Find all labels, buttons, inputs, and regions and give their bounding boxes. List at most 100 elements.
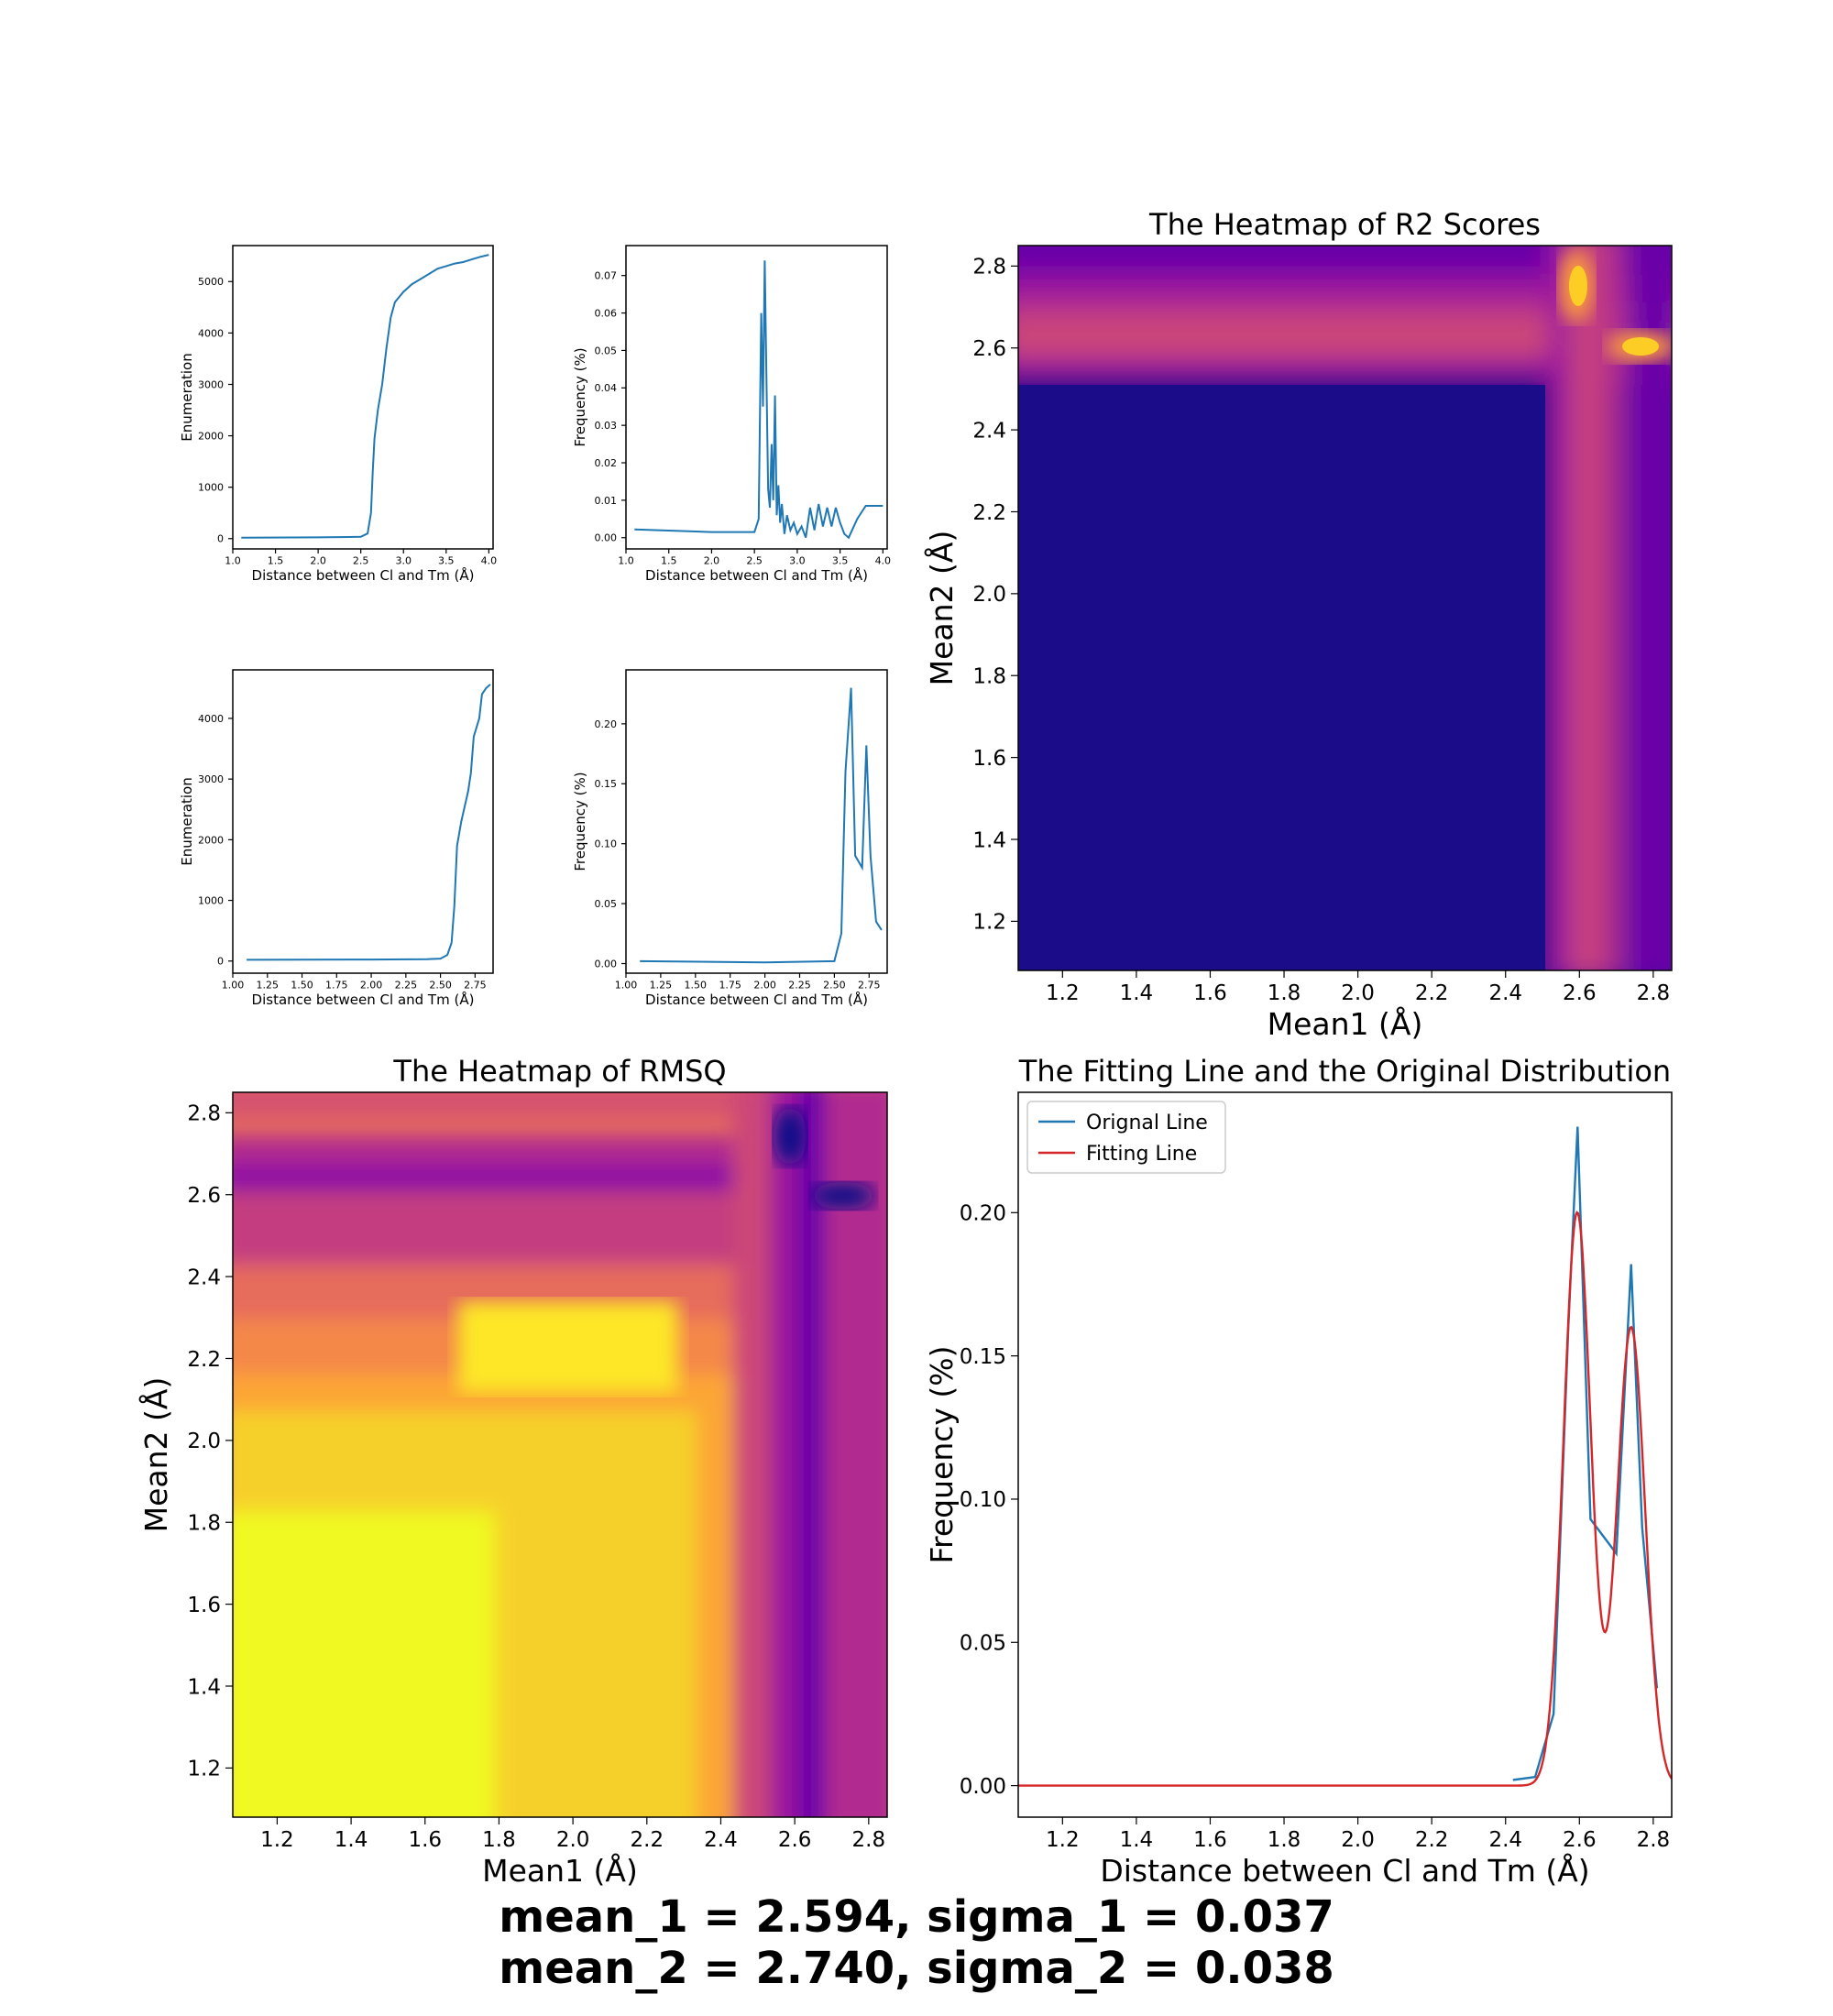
fit-legend-box [1026,1101,1226,1174]
cdf2-y-tick-label: 0 [217,956,224,968]
fit-y-tick-label: 0.00 [960,1775,1006,1799]
rmsq-y-tick-label: 1.6 [187,1594,221,1617]
rmsq-y-tick-label: 2.4 [187,1265,221,1289]
r2-x-tick-label: 1.6 [1193,981,1227,1005]
rmsq-x-tick-label: 2.0 [556,1828,590,1852]
r2-x-tick-label: 1.4 [1120,981,1154,1005]
fit-x-tick-label: 1.2 [1046,1828,1080,1852]
cdf2-x-tick-label: 2.25 [395,980,418,992]
r2-y-tick-label: 2.4 [972,419,1006,443]
rmsq-x-tick-label: 2.4 [704,1828,738,1852]
cdf1-x-tick-label: 1.5 [268,555,284,567]
rmsq-x-tick-label: 2.8 [852,1828,886,1852]
fit-chart-title: The Fitting Line and the Original Distri… [1018,1054,1671,1089]
r2-y-tick-label: 2.8 [972,256,1006,279]
fit-legend-label: Fitting Line [1086,1143,1197,1166]
cdf1-y-tick-label: 2000 [198,431,224,443]
pdf1-y-tick-label: 0.01 [595,495,618,507]
rmsq-y-tick-label: 2.2 [187,1348,221,1372]
r2-y-tick-label: 1.8 [972,665,1006,689]
r2-x-tick-label: 2.0 [1341,981,1375,1005]
pdf2-x-axis-label: Distance between Cl and Tm (Å) [645,991,868,1008]
cdf2-chart: 1.00 1.25 1.50 1.75 2.00 2.25 2.50 2.75 0 1000 200… [179,669,494,1008]
fit-x-axis-label: Distance between Cl and Tm (Å) [1100,1852,1589,1889]
r2-x-tick-label: 2.8 [1637,981,1671,1005]
cdf2-x-tick-label: 2.00 [360,980,383,992]
r2-y-tick-label: 2.0 [972,583,1006,607]
pdf1-chart: 1.0 1.5 2.0 2.5 3.0 3.5 4.0 0.00 0.01 0.02 0.03 0.0… [572,245,892,584]
pdf1-y-axis-label: Frequency (%) [572,347,588,446]
pdf2-x-tick-label: 2.50 [823,980,846,992]
rmsq-axes-frame [232,1091,888,1818]
fit-parameters-line-1: mean_1 = 2.594, sigma_1 = 0.037 [499,1891,1334,1943]
rmsq-x-tick-label: 1.6 [408,1828,442,1852]
r2-heatmap-image [1018,246,1672,970]
rmsq-x-tick-label: 2.2 [631,1828,664,1852]
r2-y-tick-label: 1.2 [972,911,1006,935]
pdf2-x-tick-label: 1.75 [719,980,741,992]
pdf1-axes-frame [625,245,888,550]
pdf1-y-tick-label: 0.04 [595,382,618,394]
cdf2-x-tick-label: 1.00 [222,980,245,992]
fit-x-tick-label: 2.2 [1415,1828,1449,1852]
fit-y-tick-label: 0.15 [960,1345,1006,1369]
r2-x-tick-label: 2.6 [1563,981,1597,1005]
fit-series-line-0 [1512,1126,1659,1781]
cdf1-y-axis-label: Enumeration [179,353,195,441]
cdf2-y-tick-label: 1000 [198,895,224,907]
fit-x-tick-label: 1.8 [1268,1828,1301,1852]
cdf1-y-tick-label: 0 [217,533,224,545]
fit-x-tick-label: 1.6 [1193,1828,1227,1852]
rmsq-x-tick-label: 2.6 [778,1828,812,1852]
pdf2-x-tick-label: 2.25 [788,980,811,992]
cdf1-y-tick-label: 4000 [198,327,224,339]
pdf2-x-tick-label: 2.00 [753,980,776,992]
pdf2-x-tick-label: 1.50 [685,980,708,992]
pdf2-x-tick-label: 1.00 [615,980,638,992]
fit-x-tick-label: 2.4 [1488,1828,1522,1852]
fit-x-tick-label: 2.0 [1341,1828,1375,1852]
rmsq-y-tick-label: 2.6 [187,1184,221,1208]
fit-axes-frame [1017,1091,1673,1818]
r2-x-tick-label: 2.4 [1488,981,1522,1005]
rmsq-x-tick-label: 1.2 [260,1828,294,1852]
rmsq-y-axis-label: Mean2 (Å) [137,1377,174,1533]
rmsq-heatmap-image [233,1092,887,1817]
pdf1-x-tick-label: 3.5 [832,555,849,567]
pdf2-y-axis-label: Frequency (%) [572,772,588,871]
rmsq-y-tick-label: 2.0 [187,1430,221,1453]
cdf2-x-axis-label: Distance between Cl and Tm (Å) [252,991,475,1008]
pdf2-series-line-0 [640,687,883,964]
cdf2-y-tick-label: 4000 [198,713,224,725]
r2-y-tick-label: 2.2 [972,501,1006,525]
cdf1-x-axis-label: Distance between Cl and Tm (Å) [252,566,475,584]
cdf2-x-tick-label: 2.50 [429,980,452,992]
cdf1-x-tick-label: 1.0 [225,555,241,567]
rmsq-chart-title: The Heatmap of RMSQ [392,1054,726,1089]
fit-x-tick-label: 1.4 [1120,1828,1154,1852]
pdf1-x-axis-label: Distance between Cl and Tm (Å) [645,566,868,584]
pdf2-y-tick-label: 0.15 [595,778,618,790]
fit-y-tick-label: 0.05 [960,1632,1006,1656]
pdf2-chart: 1.00 1.25 1.50 1.75 2.00 2.25 2.50 2.75 0.00 0.05… [572,669,888,1008]
pdf2-y-tick-label: 0.00 [595,958,618,970]
pdf1-x-tick-label: 1.0 [618,555,634,567]
pdf1-y-tick-label: 0.06 [595,308,618,320]
fit-x-tick-label: 2.6 [1563,1828,1597,1852]
r2-chart-title: The Heatmap of R2 Scores [1148,207,1541,242]
cdf2-x-tick-label: 2.75 [464,980,487,992]
rmsq-y-tick-label: 2.8 [187,1102,221,1126]
pdf1-y-tick-label: 0.07 [595,270,618,282]
r2-y-axis-label: Mean2 (Å) [923,531,960,686]
cdf1-x-tick-label: 3.5 [438,555,455,567]
cdf2-x-tick-label: 1.50 [291,980,313,992]
fit-parameters-line-2: mean_2 = 2.740, sigma_2 = 0.038 [499,1943,1334,1994]
cdf1-chart: 1.0 1.5 2.0 2.5 3.0 3.5 4.0 0 1000 2000 3000 4000 50… [179,245,497,584]
pdf2-x-tick-label: 1.25 [650,980,673,992]
pdf1-x-tick-label: 2.0 [704,555,720,567]
pdf1-x-tick-label: 4.0 [875,555,892,567]
r2-y-tick-label: 1.6 [972,747,1006,771]
rmsq-y-tick-label: 1.2 [187,1758,221,1781]
rmsq-y-tick-label: 1.4 [187,1675,221,1699]
